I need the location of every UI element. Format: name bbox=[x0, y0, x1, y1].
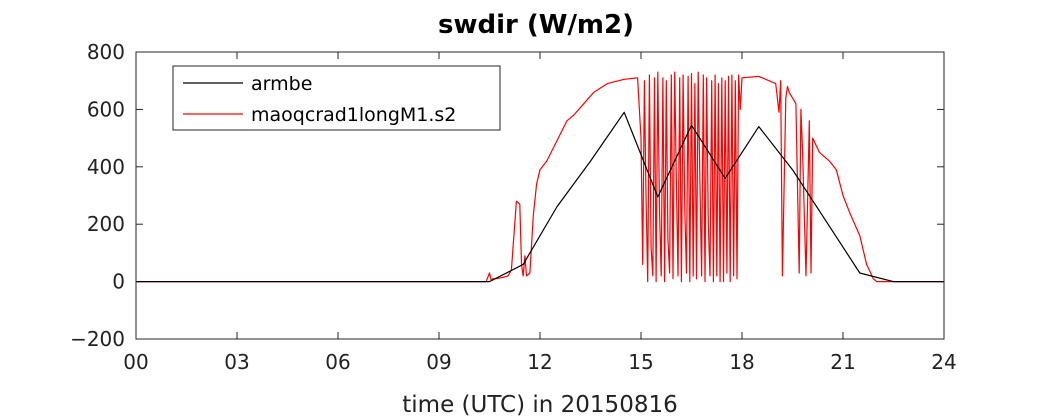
legend: armbe maoqcrad1longM1.s2 bbox=[172, 65, 501, 131]
series-lines bbox=[136, 71, 944, 283]
x-tick-label: 21 bbox=[830, 350, 855, 374]
legend-label: maoqcrad1longM1.s2 bbox=[251, 104, 456, 126]
x-tick-label: 09 bbox=[426, 350, 451, 374]
series-line-armbe bbox=[136, 111, 944, 283]
axis-ticks: 00 03 06 09 12 15 18 21 24 −200 0 200 400 600 800 bbox=[70, 40, 957, 374]
y-tick-label: 400 bbox=[87, 155, 125, 179]
x-tick-label: 00 bbox=[123, 350, 148, 374]
series-line-maoqcrad1longm1-s2 bbox=[136, 71, 944, 283]
x-tick-label: 06 bbox=[325, 350, 350, 374]
y-tick-label: −200 bbox=[70, 327, 125, 351]
y-tick-label: 200 bbox=[87, 212, 125, 236]
legend-label: armbe bbox=[251, 73, 312, 95]
chart-title: swdir (W/m2) bbox=[438, 10, 634, 40]
x-tick-label: 18 bbox=[729, 350, 754, 374]
x-axis-label: time (UTC) in 20150816 bbox=[402, 392, 677, 417]
x-tick-label: 12 bbox=[527, 350, 552, 374]
y-tick-label: 600 bbox=[87, 97, 125, 121]
y-tick-label: 0 bbox=[112, 270, 125, 294]
x-tick-label: 24 bbox=[931, 350, 956, 374]
x-tick-label: 15 bbox=[628, 350, 653, 374]
y-tick-label: 800 bbox=[87, 40, 125, 64]
x-tick-label: 03 bbox=[224, 350, 249, 374]
legend-box bbox=[172, 65, 501, 131]
